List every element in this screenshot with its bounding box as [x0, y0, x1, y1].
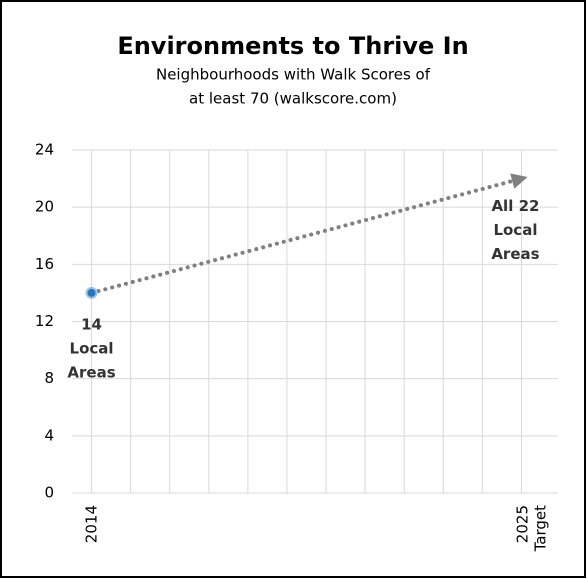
- y-tick-label: 24: [35, 141, 54, 159]
- annotation: All 22: [491, 197, 539, 215]
- y-tick-label: 4: [44, 426, 54, 444]
- chart-title: Environments to Thrive In: [117, 32, 468, 60]
- y-tick-label: 16: [35, 255, 54, 273]
- chart-subtitle: at least 70 (walkscore.com): [189, 90, 397, 108]
- annotation: Areas: [491, 245, 539, 263]
- annotation: Areas: [67, 363, 115, 381]
- x-tick-label: 2025Target: [513, 505, 549, 553]
- y-tick-label: 0: [44, 484, 54, 502]
- y-tick-label: 8: [44, 369, 54, 387]
- y-tick-label: 20: [35, 198, 54, 216]
- data-point: [85, 286, 98, 299]
- chart-subtitle: Neighbourhoods with Walk Scores of: [156, 66, 431, 84]
- annotation: Local: [70, 339, 114, 357]
- annotation: 14: [81, 315, 102, 333]
- x-tick-label: 2014: [82, 505, 100, 543]
- y-tick-label: 12: [35, 312, 54, 330]
- annotation: Local: [493, 221, 537, 239]
- line-series: [89, 173, 528, 295]
